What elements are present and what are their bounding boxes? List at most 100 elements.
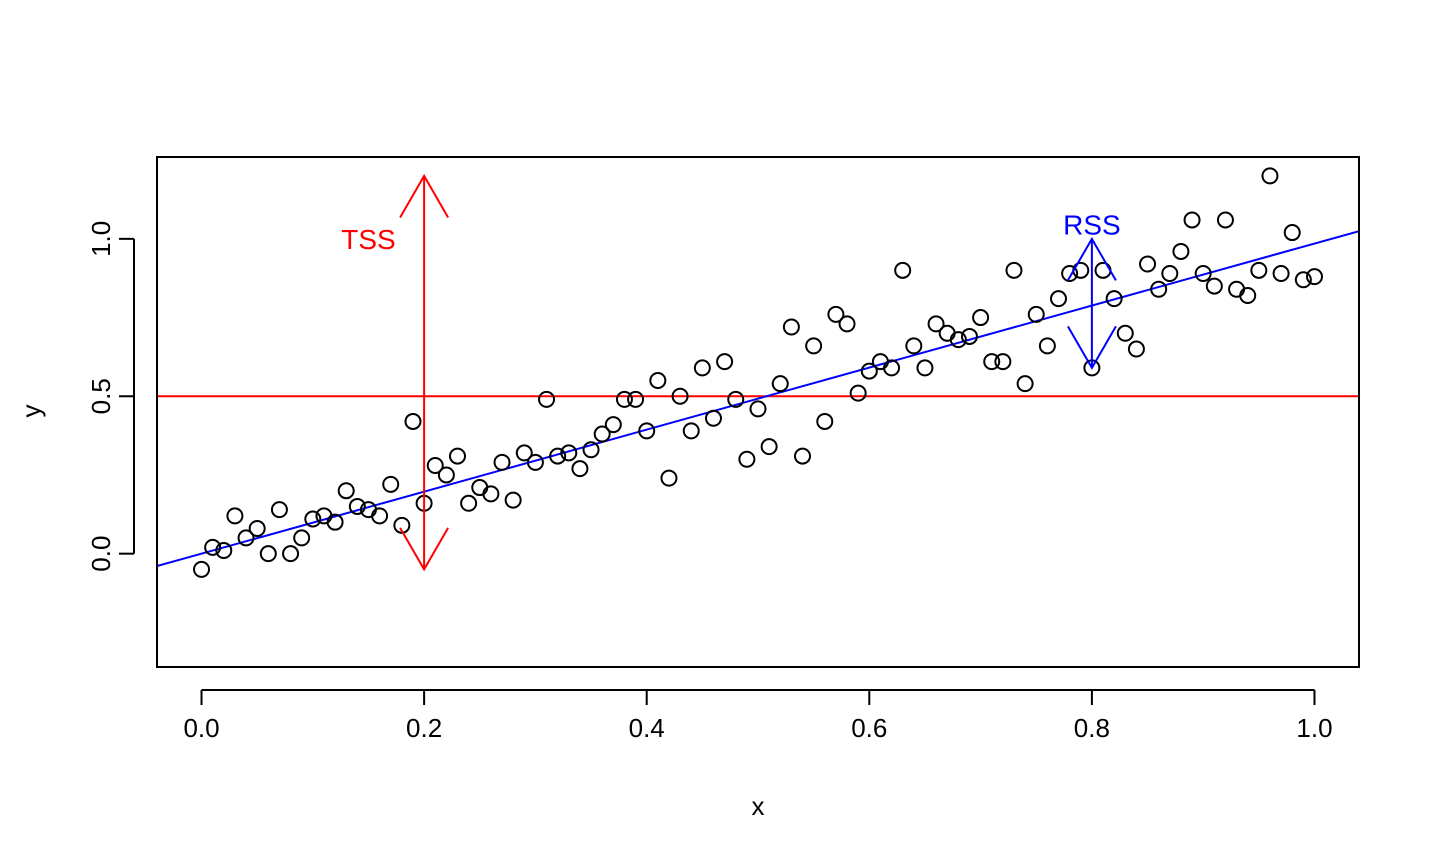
data-point (426, 457, 444, 475)
data-point (671, 387, 689, 405)
data-point (1150, 280, 1168, 298)
data-point (437, 466, 455, 484)
data-point (883, 359, 901, 377)
data-point (193, 560, 211, 578)
data-point (972, 309, 990, 327)
data-point (270, 501, 288, 519)
tss-annotation: TSS (341, 173, 449, 572)
data-point (827, 305, 845, 323)
data-point (838, 315, 856, 333)
data-point (604, 416, 622, 434)
data-point (660, 469, 678, 487)
data-point (1272, 264, 1290, 282)
data-point (871, 353, 889, 371)
x-axis-label: x (752, 791, 765, 821)
tss-arrow-head-bottom (399, 527, 449, 572)
data-point (449, 447, 466, 465)
data-point (493, 453, 511, 471)
fit-line (157, 230, 1359, 568)
data-point (849, 384, 867, 402)
data-point (704, 409, 722, 427)
data-point (627, 390, 645, 408)
data-point (382, 475, 400, 493)
data-point (960, 327, 978, 345)
x-tick-label: 0.8 (1074, 713, 1110, 743)
y-tick-label: 0.5 (86, 378, 116, 414)
data-point (983, 353, 1001, 371)
x-tick-label: 0.0 (183, 713, 219, 743)
data-point (738, 450, 756, 468)
data-point (549, 447, 567, 465)
data-point (571, 460, 589, 478)
data-point (1283, 224, 1301, 242)
data-point (515, 444, 533, 462)
data-point (560, 444, 578, 462)
data-point (348, 497, 366, 515)
data-point (794, 447, 812, 465)
tss-arrow-head-top (399, 173, 449, 218)
data-point (727, 390, 745, 408)
data-point (593, 425, 611, 443)
x-tick-label: 0.2 (406, 713, 442, 743)
data-point (337, 482, 355, 500)
data-point (237, 529, 255, 547)
y-tick-label: 0.0 (86, 536, 116, 572)
data-point (894, 261, 912, 279)
data-point (1094, 261, 1112, 279)
data-point (816, 412, 834, 430)
data-point (716, 353, 734, 371)
data-point (1027, 305, 1045, 323)
data-point (860, 362, 878, 380)
data-point (1239, 287, 1257, 305)
data-point (693, 359, 711, 377)
data-point (1261, 167, 1279, 185)
data-point (1105, 290, 1123, 308)
data-point (949, 331, 967, 349)
y-axis-label: y (16, 405, 46, 418)
data-point (916, 359, 934, 377)
data-point (1205, 277, 1223, 295)
data-point (1038, 337, 1056, 355)
data-point (326, 513, 344, 531)
data-point (259, 545, 277, 563)
data-point (1183, 211, 1201, 229)
data-point (1127, 340, 1145, 358)
data-point (471, 479, 489, 497)
x-tick-label: 0.6 (851, 713, 887, 743)
data-point (782, 318, 800, 336)
data-point (1216, 211, 1234, 229)
data-point (404, 412, 422, 430)
data-point (582, 441, 600, 459)
data-point (749, 400, 767, 418)
data-point (927, 315, 945, 333)
data-point (638, 422, 656, 440)
data-point (1294, 271, 1312, 289)
data-point (204, 538, 222, 556)
data-point (538, 390, 556, 408)
data-point (805, 337, 823, 355)
data-point (938, 324, 956, 342)
data-point (1161, 264, 1179, 282)
tss-label: TSS (341, 224, 395, 255)
data-point (248, 519, 266, 537)
data-point (905, 337, 923, 355)
data-point (282, 545, 300, 563)
y-tick-label: 1.0 (86, 221, 116, 257)
data-point (226, 507, 244, 525)
data-point (1228, 280, 1246, 298)
data-point (1305, 268, 1323, 286)
data-point (371, 507, 389, 525)
data-point (1250, 261, 1268, 279)
data-point (1050, 290, 1067, 308)
rss-arrow-head-bottom (1067, 325, 1117, 370)
data-point (1016, 375, 1034, 393)
data-point (649, 372, 667, 390)
data-point (1139, 255, 1157, 273)
rss-label: RSS (1063, 210, 1121, 241)
data-point (760, 438, 778, 456)
x-tick-label: 0.4 (629, 713, 665, 743)
data-point (682, 422, 700, 440)
data-point (304, 510, 322, 528)
